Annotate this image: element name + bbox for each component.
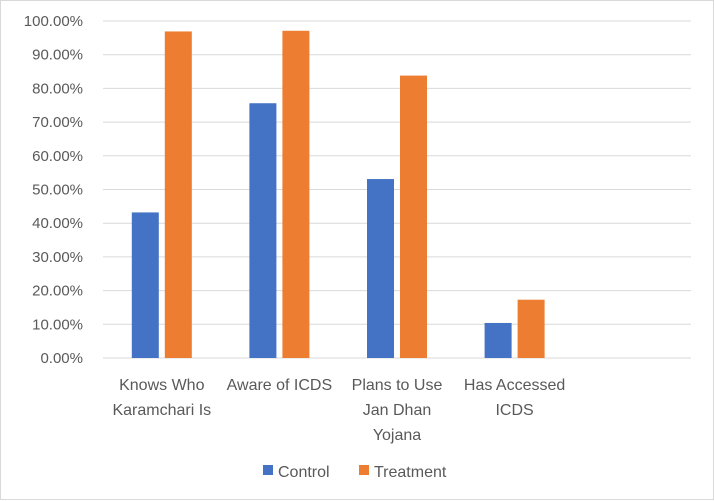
x-category-label: Jan Dhan xyxy=(363,402,432,419)
legend-swatch-control xyxy=(263,465,273,475)
y-tick-label: 40.00% xyxy=(32,215,83,232)
bar-control-3 xyxy=(484,322,512,358)
legend-swatch-treatment xyxy=(359,465,369,475)
bars xyxy=(131,30,545,359)
x-category-label: Knows Who xyxy=(119,377,204,394)
y-tick-label: 0.00% xyxy=(40,350,83,367)
bar-treatment-2 xyxy=(400,75,427,359)
x-category-label: Aware of ICDS xyxy=(227,377,333,394)
gridlines xyxy=(103,20,691,359)
legend-label-control: Control xyxy=(278,464,330,481)
bar-control-0 xyxy=(131,212,159,358)
y-tick-label: 50.00% xyxy=(32,182,83,199)
y-tick-label: 20.00% xyxy=(32,283,83,300)
legend-label-treatment: Treatment xyxy=(374,464,447,481)
x-category-label: Plans to Use xyxy=(352,377,443,394)
y-tick-label: 60.00% xyxy=(32,148,83,165)
y-tick-label: 70.00% xyxy=(32,114,83,131)
y-tick-label: 100.00% xyxy=(24,13,83,30)
bar-treatment-3 xyxy=(517,299,545,358)
x-axis-category-labels: Knows Who Karamchari Is Aware of ICDS Plans… xyxy=(112,377,565,444)
x-category-label: Yojana xyxy=(373,427,421,444)
x-category-label: Karamchari Is xyxy=(112,402,211,419)
bar-control-2 xyxy=(367,179,394,358)
y-tick-label: 80.00% xyxy=(32,80,83,97)
y-axis-tick-labels: 0.00% 10.00% 20.00% 30.00% 40.00% 50.00% 60.00… xyxy=(24,13,83,367)
x-category-label: Has Accessed xyxy=(464,377,565,394)
bar-treatment-1 xyxy=(282,30,310,358)
y-tick-label: 10.00% xyxy=(32,316,83,333)
bar-treatment-0 xyxy=(164,31,192,359)
y-tick-label: 30.00% xyxy=(32,249,83,266)
bar-control-1 xyxy=(249,103,277,358)
x-category-label: ICDS xyxy=(495,402,533,419)
legend: Control Treatment xyxy=(263,464,447,481)
y-tick-label: 90.00% xyxy=(32,47,83,64)
